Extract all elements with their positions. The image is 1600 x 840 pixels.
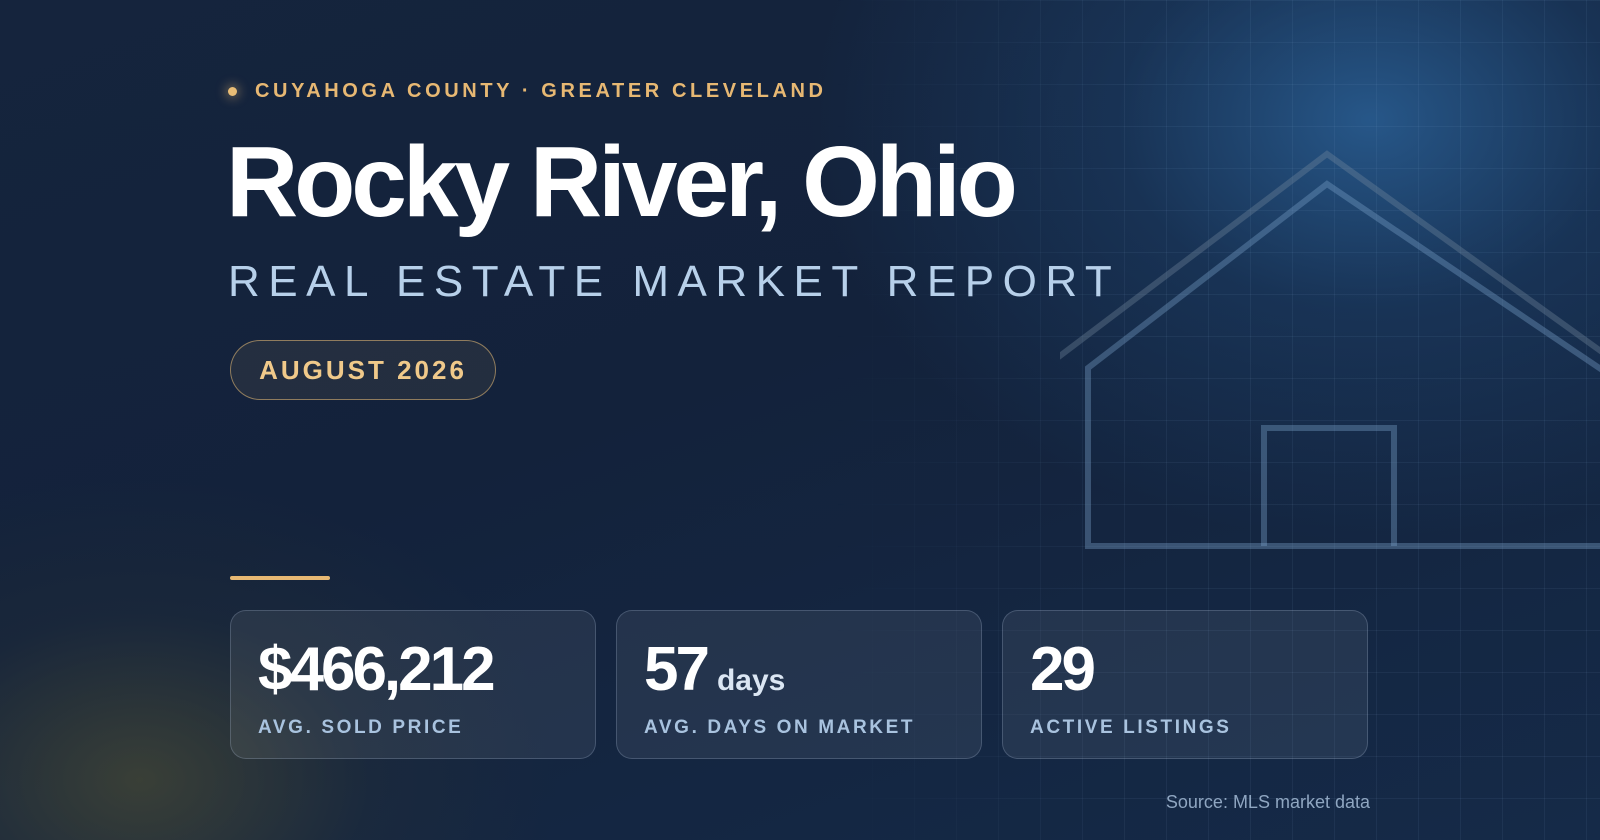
stat-card-avg-sold-price: $466,212 AVG. SOLD PRICE	[230, 610, 596, 759]
house-outline-icon	[1060, 150, 1600, 549]
stat-unit: days	[716, 664, 786, 697]
stats-row: $466,212 AVG. SOLD PRICE 57 days AVG. DA…	[230, 610, 1368, 759]
source-note: Source: MLS market data	[1165, 792, 1370, 812]
dot-icon	[228, 87, 237, 96]
stat-label: ACTIVE LISTINGS	[1030, 717, 1232, 738]
stat-value: 57	[644, 635, 710, 704]
stat-label: AVG. DAYS ON MARKET	[644, 717, 916, 738]
stat-card-avg-days-on-market: 57 days AVG. DAYS ON MARKET	[616, 610, 982, 759]
stat-value: $466,212	[258, 635, 496, 704]
background-grid	[830, 0, 1600, 840]
location-eyebrow: CUYAHOGA COUNTY · GREATER CLEVELAND	[228, 80, 827, 103]
stat-value-row: $466,212	[258, 635, 568, 705]
stat-value-row: 29	[1030, 635, 1340, 705]
stat-value-row: 57 days	[644, 635, 954, 705]
stat-value: 29	[1030, 635, 1096, 704]
report-subtitle: REAL ESTATE MARKET REPORT	[228, 257, 1121, 306]
county-label: CUYAHOGA COUNTY · GREATER CLEVELAND	[255, 80, 827, 102]
page-title: Rocky River, Ohio	[226, 126, 1018, 238]
accent-divider	[230, 576, 330, 580]
stat-card-active-listings: 29 ACTIVE LISTINGS	[1002, 610, 1368, 759]
stat-label: AVG. SOLD PRICE	[258, 717, 464, 738]
report-date-badge: AUGUST 2026	[230, 340, 496, 400]
